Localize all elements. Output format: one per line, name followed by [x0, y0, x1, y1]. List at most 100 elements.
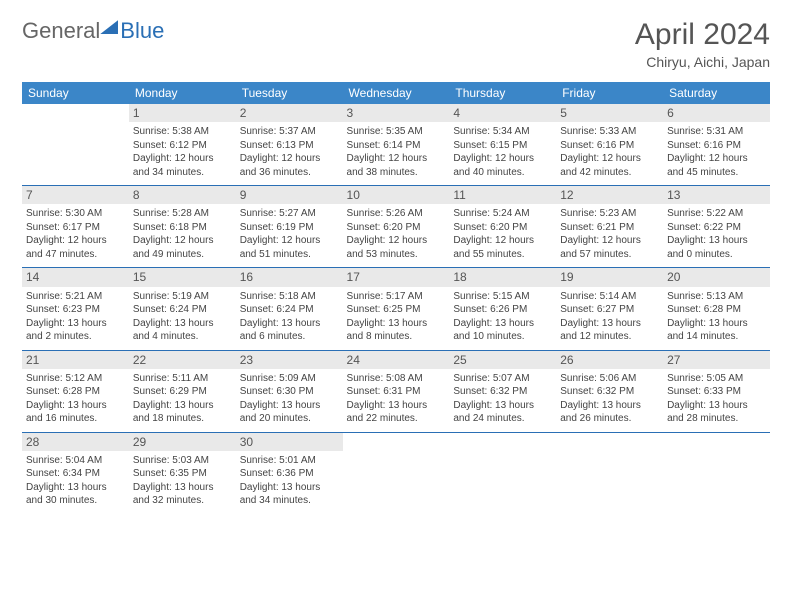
day-number: 7 [22, 186, 129, 204]
calendar-cell: 5 Sunrise: 5:33 AMSunset: 6:16 PMDaylight… [556, 104, 663, 186]
day-number: 26 [556, 351, 663, 369]
title-block: April 2024 Chiryu, Aichi, Japan [635, 18, 770, 70]
day-info: Sunrise: 5:35 AMSunset: 6:14 PMDaylight:… [347, 125, 446, 179]
calendar-table: SundayMondayTuesdayWednesdayThursdayFrid… [22, 82, 770, 514]
day-info: Sunrise: 5:12 AMSunset: 6:28 PMDaylight:… [26, 372, 125, 426]
day-number: 27 [663, 351, 770, 369]
calendar-cell: 3Sunrise: 5:35 AMSunset: 6:14 PMDaylight… [343, 104, 450, 186]
day-number: 1 [129, 104, 236, 122]
day-info: Sunrise: 5:18 AMSunset: 6:24 PMDaylight:… [240, 290, 339, 344]
day-number: 15 [129, 268, 236, 286]
weekday-header: Monday [129, 82, 236, 104]
calendar-cell: 8 Sunrise: 5:28 AMSunset: 6:18 PMDaylight… [129, 186, 236, 268]
day-info: Sunrise: 5:17 AMSunset: 6:25 PMDaylight:… [347, 290, 446, 344]
day-number: 19 [556, 268, 663, 286]
weekday-header: Tuesday [236, 82, 343, 104]
calendar-body: 1 Sunrise: 5:38 AMSunset: 6:12 PMDaylight… [22, 104, 770, 514]
day-info: Sunrise: 5:07 AMSunset: 6:32 PMDaylight:… [453, 372, 552, 426]
day-number: 25 [449, 351, 556, 369]
day-info: Sunrise: 5:11 AMSunset: 6:29 PMDaylight:… [133, 372, 232, 426]
calendar-cell: 10 Sunrise: 5:26 AMSunset: 6:20 PMDayligh… [343, 186, 450, 268]
calendar-cell: 9 Sunrise: 5:27 AMSunset: 6:19 PMDaylight… [236, 186, 343, 268]
day-number: 30 [236, 433, 343, 451]
day-number: 13 [663, 186, 770, 204]
day-info: Sunrise: 5:34 AMSunset: 6:15 PMDaylight:… [453, 125, 552, 179]
day-info: Sunrise: 5:08 AMSunset: 6:31 PMDaylight:… [347, 372, 446, 426]
weekday-header: Wednesday [343, 82, 450, 104]
day-number: 29 [129, 433, 236, 451]
calendar-cell-blank [22, 104, 129, 186]
day-number: 2 [236, 104, 343, 122]
calendar-cell-blank [449, 432, 556, 514]
logo-general-text: General [22, 18, 100, 44]
day-number: 4 [449, 104, 556, 122]
day-info: Sunrise: 5:26 AMSunset: 6:20 PMDaylight:… [347, 207, 446, 261]
page-subtitle: Chiryu, Aichi, Japan [635, 54, 770, 70]
calendar-cell-blank [663, 432, 770, 514]
calendar-cell: 27Sunrise: 5:05 AMSunset: 6:33 PMDayligh… [663, 350, 770, 432]
calendar-cell: 21 Sunrise: 5:12 AMSunset: 6:28 PMDayligh… [22, 350, 129, 432]
day-info: Sunrise: 5:13 AMSunset: 6:28 PMDaylight:… [667, 290, 766, 344]
calendar-cell: 22 Sunrise: 5:11 AMSunset: 6:29 PMDayligh… [129, 350, 236, 432]
calendar-cell: 6Sunrise: 5:31 AMSunset: 6:16 PMDaylight… [663, 104, 770, 186]
calendar-cell: 4 Sunrise: 5:34 AMSunset: 6:15 PMDaylight… [449, 104, 556, 186]
logo-blue-text: Blue [120, 18, 164, 44]
calendar-week-row: 14Sunrise: 5:21 AMSunset: 6:23 PMDayligh… [22, 268, 770, 350]
day-number: 8 [129, 186, 236, 204]
logo: General Blue [22, 18, 164, 44]
day-info: Sunrise: 5:28 AMSunset: 6:18 PMDaylight:… [133, 207, 232, 261]
day-info: Sunrise: 5:38 AMSunset: 6:12 PMDaylight:… [133, 125, 232, 179]
day-number: 16 [236, 268, 343, 286]
calendar-cell: 20 Sunrise: 5:13 AMSunset: 6:28 PMDayligh… [663, 268, 770, 350]
calendar-cell: 17Sunrise: 5:17 AMSunset: 6:25 PMDayligh… [343, 268, 450, 350]
day-info: Sunrise: 5:27 AMSunset: 6:19 PMDaylight:… [240, 207, 339, 261]
page-title: April 2024 [635, 18, 770, 52]
day-info: Sunrise: 5:33 AMSunset: 6:16 PMDaylight:… [560, 125, 659, 179]
calendar-cell: 1 Sunrise: 5:38 AMSunset: 6:12 PMDaylight… [129, 104, 236, 186]
day-info: Sunrise: 5:15 AMSunset: 6:26 PMDaylight:… [453, 290, 552, 344]
day-number: 12 [556, 186, 663, 204]
calendar-week-row: 7 Sunrise: 5:30 AMSunset: 6:17 PMDaylight… [22, 186, 770, 268]
day-number: 9 [236, 186, 343, 204]
calendar-cell: 13Sunrise: 5:22 AMSunset: 6:22 PMDayligh… [663, 186, 770, 268]
calendar-week-row: 28 Sunrise: 5:04 AMSunset: 6:34 PMDayligh… [22, 432, 770, 514]
calendar-cell: 28 Sunrise: 5:04 AMSunset: 6:34 PMDayligh… [22, 432, 129, 514]
calendar-cell: 24 Sunrise: 5:08 AMSunset: 6:31 PMDayligh… [343, 350, 450, 432]
calendar-cell: 18 Sunrise: 5:15 AMSunset: 6:26 PMDayligh… [449, 268, 556, 350]
calendar-cell: 14Sunrise: 5:21 AMSunset: 6:23 PMDayligh… [22, 268, 129, 350]
day-number: 24 [343, 351, 450, 369]
day-info: Sunrise: 5:24 AMSunset: 6:20 PMDaylight:… [453, 207, 552, 261]
day-info: Sunrise: 5:14 AMSunset: 6:27 PMDaylight:… [560, 290, 659, 344]
day-info: Sunrise: 5:30 AMSunset: 6:17 PMDaylight:… [26, 207, 125, 261]
calendar-cell: 29 Sunrise: 5:03 AMSunset: 6:35 PMDayligh… [129, 432, 236, 514]
header: General Blue April 2024 Chiryu, Aichi, J… [22, 18, 770, 70]
day-number: 14 [22, 268, 129, 286]
calendar-cell: 15 Sunrise: 5:19 AMSunset: 6:24 PMDayligh… [129, 268, 236, 350]
calendar-cell-blank [343, 432, 450, 514]
day-number: 10 [343, 186, 450, 204]
weekday-header: Sunday [22, 82, 129, 104]
calendar-cell: 16 Sunrise: 5:18 AMSunset: 6:24 PMDayligh… [236, 268, 343, 350]
calendar-cell-blank [556, 432, 663, 514]
day-info: Sunrise: 5:09 AMSunset: 6:30 PMDaylight:… [240, 372, 339, 426]
weekday-header: Friday [556, 82, 663, 104]
weekday-header: Thursday [449, 82, 556, 104]
calendar-cell: 30 Sunrise: 5:01 AMSunset: 6:36 PMDayligh… [236, 432, 343, 514]
day-number: 28 [22, 433, 129, 451]
day-number: 6 [663, 104, 770, 122]
day-info: Sunrise: 5:19 AMSunset: 6:24 PMDaylight:… [133, 290, 232, 344]
day-number: 20 [663, 268, 770, 286]
calendar-cell: 26 Sunrise: 5:06 AMSunset: 6:32 PMDayligh… [556, 350, 663, 432]
calendar-head: SundayMondayTuesdayWednesdayThursdayFrid… [22, 82, 770, 104]
day-info: Sunrise: 5:04 AMSunset: 6:34 PMDaylight:… [26, 454, 125, 508]
day-number: 11 [449, 186, 556, 204]
day-info: Sunrise: 5:01 AMSunset: 6:36 PMDaylight:… [240, 454, 339, 508]
weekday-header: Saturday [663, 82, 770, 104]
day-number: 22 [129, 351, 236, 369]
day-number: 21 [22, 351, 129, 369]
day-number: 18 [449, 268, 556, 286]
day-info: Sunrise: 5:06 AMSunset: 6:32 PMDaylight:… [560, 372, 659, 426]
calendar-cell: 25 Sunrise: 5:07 AMSunset: 6:32 PMDayligh… [449, 350, 556, 432]
day-info: Sunrise: 5:03 AMSunset: 6:35 PMDaylight:… [133, 454, 232, 508]
day-number: 5 [556, 104, 663, 122]
